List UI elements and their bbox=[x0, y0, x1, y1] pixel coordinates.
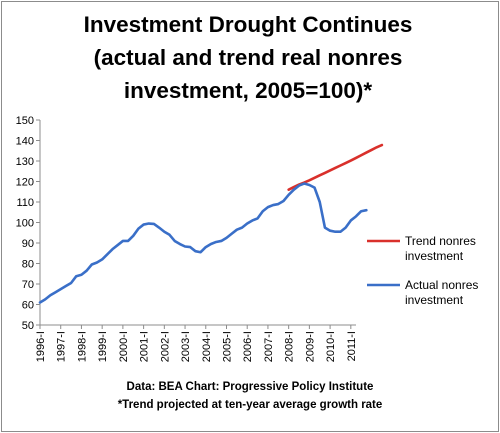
legend-label: Actual nonres investment bbox=[405, 278, 478, 307]
chart-source-note: Data: BEA Chart: Progressive Policy Inst… bbox=[0, 378, 500, 414]
chart-axes: 50 60 70 80 90 100 110 120 130 140 150 1996-I 1997-I… bbox=[16, 115, 358, 362]
y-tick-label: 110 bbox=[16, 197, 34, 209]
x-tick-label: 2007-I bbox=[263, 331, 275, 362]
x-tick-label: 2004-I bbox=[201, 331, 213, 362]
y-tick-label: 130 bbox=[16, 156, 34, 168]
x-tick-label: 2005-I bbox=[221, 331, 233, 362]
x-tick-label: 2006-I bbox=[242, 331, 254, 362]
footnote-line: *Trend projected at ten-year average gro… bbox=[117, 399, 383, 411]
source-line: Data: BEA Chart: Progressive Policy Inst… bbox=[126, 381, 374, 393]
x-tick-label: 1997-I bbox=[56, 331, 68, 362]
y-tick-label: 90 bbox=[22, 238, 34, 250]
chart-title-line-3: investment, 2005=100)* bbox=[123, 78, 373, 103]
x-tick-label: 1996-I bbox=[35, 331, 47, 362]
chart-title: Investment Drought Continues (actual and… bbox=[0, 8, 496, 107]
x-tick-label: 2011-I bbox=[346, 331, 358, 361]
chart-title-line-2: (actual and trend real nonres bbox=[93, 45, 403, 70]
y-tick-label: 120 bbox=[16, 177, 34, 189]
x-tick-label: 2001-I bbox=[139, 331, 151, 362]
y-tick-label: 140 bbox=[16, 136, 34, 148]
x-tick-label: 2010-I bbox=[325, 331, 337, 362]
y-tick-label: 50 bbox=[22, 320, 34, 332]
chart-title-line-1: Investment Drought Continues bbox=[83, 12, 413, 37]
y-tick-label: 100 bbox=[16, 218, 34, 230]
series-line-actual-nonres-investment bbox=[38, 182, 368, 304]
x-tick-label: 2002-I bbox=[159, 331, 171, 362]
x-tick-label: 2009-I bbox=[304, 331, 316, 362]
y-tick-label: 80 bbox=[22, 259, 34, 271]
x-tick-label: 2008-I bbox=[284, 331, 296, 362]
y-tick-label: 70 bbox=[22, 279, 34, 291]
y-tick-label: 150 bbox=[16, 115, 34, 127]
x-tick-label: 1998-I bbox=[76, 331, 88, 362]
chart-series-layer bbox=[38, 143, 384, 304]
legend-label: Trend nonres investment bbox=[405, 234, 476, 263]
x-tick-label: 2003-I bbox=[180, 331, 192, 362]
x-tick-label: 2000-I bbox=[118, 331, 130, 362]
chart-legend: Trend nonres investment Actual nonres inves… bbox=[367, 234, 478, 307]
x-tick-label: 1999-I bbox=[97, 331, 109, 362]
y-tick-label: 60 bbox=[22, 300, 34, 312]
